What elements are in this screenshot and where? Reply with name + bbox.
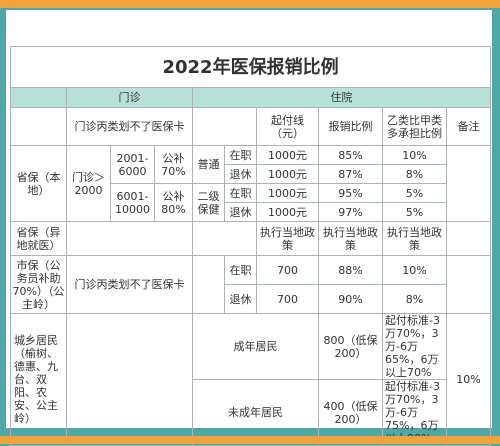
threshold-header: 起付线（元） [256, 107, 319, 146]
ratio-cell: 95% [318, 183, 383, 203]
threshold-cell: 1000元 [256, 183, 319, 203]
class-b-cell: 10% [445, 313, 492, 446]
op-band-subsidy: 公补80% [154, 183, 193, 222]
op-card-note: 门诊丙类划不了医保卡 [66, 107, 193, 146]
provincial-local-label: 省保（本地） [10, 145, 67, 222]
group-cell: 未成年居民 [192, 379, 319, 446]
table-row: 退休 1000元 87% 8% [11, 164, 491, 184]
class-b-cell: 10% [382, 145, 447, 165]
class-b-cell: 5% [382, 202, 447, 222]
table-row: 市保（公务员补助70%）（公主岭） 门诊丙类划不了医保卡 在职 700 88% … [10, 255, 492, 314]
ratio-cell: 85% [318, 145, 383, 165]
corner-cell [10, 87, 67, 108]
table-row: 未成年居民 400（低保200） 起付标准-3万70%，3万-6万75%，6万以… [11, 379, 491, 446]
reimbursement-table: 2022年医保报销比例 门诊 住院 门诊丙类划不了医保卡 起付线（元） 报销比例… [9, 46, 492, 446]
op-band-range: 2001-6000 [110, 145, 155, 184]
table-row: 省保（异地就医） 执行当地政策 执行当地政策 执行当地政策 [10, 221, 492, 256]
empty-cell [66, 313, 193, 446]
op-band-subsidy: 公补70% [154, 145, 193, 184]
op-band-range: 6001-10000 [110, 183, 155, 222]
ratio-cell: 88% [318, 255, 383, 285]
header-row-1: 门诊 住院 [10, 87, 492, 108]
op-threshold: 门诊＞2000 [66, 145, 111, 222]
threshold-cell: 1000元 [256, 164, 319, 184]
table-row: 城乡居民（榆树、德惠、九台、双阳、农安、公主岭） 成年居民 800（低保200）… [10, 313, 492, 446]
class-b-header: 乙类比甲类多承担比例 [382, 107, 447, 146]
threshold-cell: 700 [256, 284, 319, 314]
threshold-cell: 700 [256, 255, 319, 285]
page-title: 2022年医保报销比例 [9, 46, 492, 88]
threshold-cell: 800（低保200） [318, 313, 383, 380]
class-b-cell: 10% [382, 255, 447, 285]
status-cell: 在职 [224, 183, 257, 203]
threshold-cell: 执行当地政策 [256, 221, 319, 256]
empty-cell [192, 107, 257, 146]
table-row: 退休 1000元 97% 5% [11, 202, 491, 222]
ratio-cell: 起付标准-3万70%，3万-6万75%，6万以上80% [382, 379, 447, 446]
header-row-2: 门诊丙类划不了医保卡 起付线（元） 报销比例 乙类比甲类多承担比例 备注 [10, 107, 492, 146]
empty-cell [192, 255, 225, 314]
ratio-cell: 97% [318, 202, 383, 222]
status-cell: 退休 [224, 284, 257, 314]
table-row: 省保（本地） 门诊＞2000 2001-6000 公补70% 普通 在职 100… [10, 145, 492, 222]
status-cell: 在职 [224, 145, 257, 165]
note-cell [445, 221, 492, 256]
op-card-note: 门诊丙类划不了医保卡 [66, 255, 193, 314]
urban-rural-label: 城乡居民（榆树、德惠、九台、双阳、农安、公主岭） [10, 313, 67, 446]
note-header: 备注 [445, 107, 492, 146]
class-b-cell: 执行当地政策 [382, 221, 447, 256]
class-b-cell: 8% [382, 164, 447, 184]
empty-cell [10, 107, 67, 146]
class-b-cell: 5% [382, 183, 447, 203]
bottom-stripe [0, 436, 500, 444]
ratio-cell: 起付标准-3万70%，3万-6万65%，6万以上70% [382, 313, 447, 380]
ratio-cell: 90% [318, 284, 383, 314]
empty-cell [66, 221, 193, 256]
threshold-cell: 1000元 [256, 202, 319, 222]
note-cell [445, 255, 492, 314]
ratio-cell: 执行当地政策 [318, 221, 383, 256]
inpatient-header: 住院 [191, 87, 492, 108]
municipal-label: 市保（公务员补助70%）（公主岭） [10, 255, 67, 314]
top-stripe [0, 0, 500, 8]
outpatient-header: 门诊 [66, 87, 193, 108]
threshold-cell: 1000元 [256, 145, 319, 165]
ordinary-label: 普通 [192, 145, 225, 184]
ratio-header: 报销比例 [318, 107, 383, 146]
status-cell: 退休 [224, 202, 257, 222]
title-row: 2022年医保报销比例 [9, 46, 492, 88]
threshold-cell: 400（低保200） [318, 379, 383, 446]
provincial-remote-label: 省保（异地就医） [10, 221, 67, 256]
level2-label: 二级保健 [192, 183, 225, 222]
empty-cell [192, 221, 257, 256]
group-cell: 成年居民 [192, 313, 319, 380]
status-cell: 退休 [224, 164, 257, 184]
ratio-cell: 87% [318, 164, 383, 184]
note-cell [445, 145, 492, 222]
class-b-cell: 8% [382, 284, 447, 314]
status-cell: 在职 [224, 255, 257, 285]
